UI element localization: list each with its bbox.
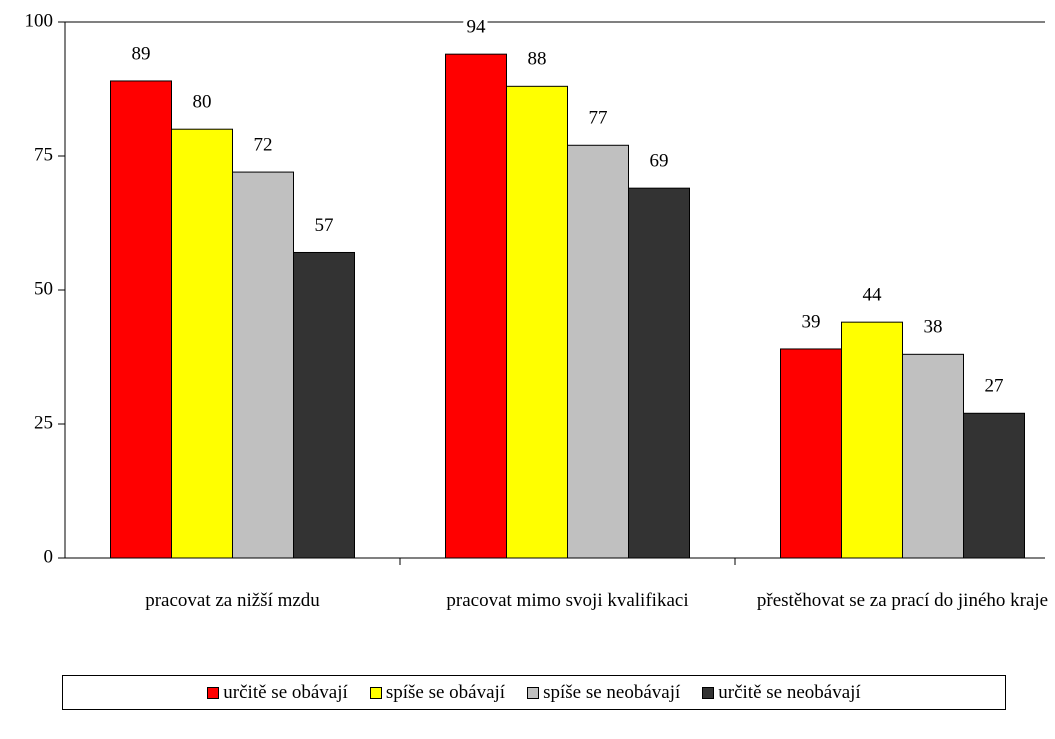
legend-swatch <box>527 686 540 699</box>
legend: určitě se obávají spíše se obávají spíše s… <box>62 675 1006 710</box>
bar <box>506 85 568 559</box>
bar <box>445 53 507 559</box>
legend-swatch <box>369 686 382 699</box>
legend-label: spíše se neobávají <box>543 681 681 703</box>
legend-entry: spíše se obávají <box>369 681 506 704</box>
bar <box>567 144 629 559</box>
y-tick-label: 75 <box>34 144 53 165</box>
data-label: 94 <box>467 17 487 38</box>
data-label: 89 <box>132 43 151 64</box>
y-tick-label: 0 <box>44 546 54 567</box>
legend-entry: spíše se neobávají <box>527 682 680 704</box>
bar <box>171 128 233 559</box>
y-tick-label: 25 <box>34 412 53 433</box>
data-label: 69 <box>650 151 669 172</box>
data-label: 44 <box>863 285 883 306</box>
bar <box>780 348 842 559</box>
data-label: 88 <box>528 49 547 70</box>
legend-label: spíše se obávají <box>385 681 506 703</box>
legend-entry: určitě se obávají <box>207 682 348 704</box>
bar <box>628 187 690 559</box>
data-label: 57 <box>315 215 334 236</box>
data-label: 72 <box>254 134 273 155</box>
x-tick-label: přestěhovat se za prací do jiného kraje <box>756 590 1049 611</box>
data-label: 38 <box>924 317 943 338</box>
bar <box>902 353 964 559</box>
y-tick-label: 50 <box>34 278 53 299</box>
data-label: 39 <box>802 311 821 332</box>
data-label: 77 <box>589 108 608 129</box>
legend-swatch <box>702 686 715 699</box>
bar <box>232 171 294 559</box>
bar <box>841 321 903 559</box>
bar <box>293 251 355 559</box>
x-tick-label: pracovat mimo svoji kvalifikaci <box>446 590 689 611</box>
legend-swatch <box>207 686 220 699</box>
data-label: 80 <box>193 92 212 113</box>
legend-label: určitě se obávají <box>223 681 348 703</box>
data-label: 27 <box>985 376 1004 397</box>
legend-entry: určitě se neobávají <box>702 681 861 704</box>
bar <box>110 80 172 559</box>
legend-label: určitě se neobávají <box>718 681 861 703</box>
x-tick-label: pracovat za nižší mzdu <box>145 590 320 611</box>
bar <box>963 412 1025 559</box>
y-tick-label: 100 <box>25 10 54 31</box>
